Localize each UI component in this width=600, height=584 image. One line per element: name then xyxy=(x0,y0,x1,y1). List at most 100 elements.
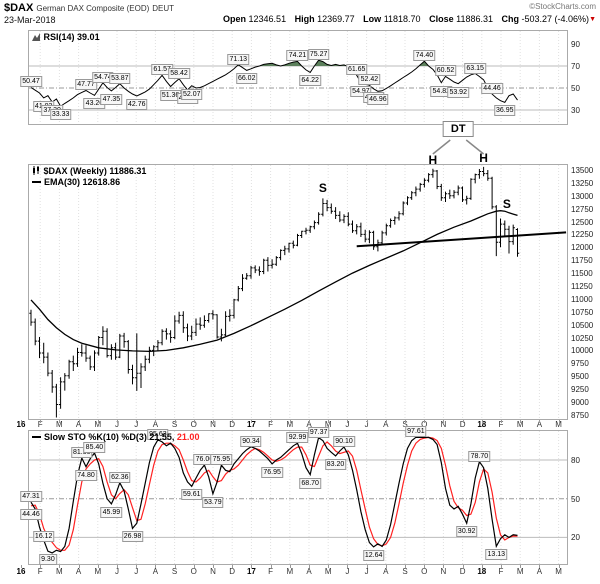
value-label: 53.87 xyxy=(109,72,131,84)
area-chart-icon xyxy=(32,32,41,42)
value-label: 33.33 xyxy=(49,109,72,121)
x-axis-tick xyxy=(328,565,330,568)
y-axis-label: 12750 xyxy=(571,204,594,214)
sto-k-value: 21.55, xyxy=(149,432,175,442)
y-axis-label: 90 xyxy=(571,40,580,49)
x-axis-tick xyxy=(251,420,253,423)
value-label: 64.22 xyxy=(299,75,321,87)
callout-legs xyxy=(432,139,485,155)
x-axis-label: M xyxy=(555,567,562,576)
y-axis-label: 50 xyxy=(571,84,580,93)
x-axis-label: N xyxy=(440,567,447,576)
y-axis-label: 8750 xyxy=(571,410,589,420)
x-axis-tick xyxy=(443,565,445,568)
x-axis-label: 17 xyxy=(246,420,256,429)
x-axis-label: D xyxy=(459,567,466,576)
x-axis-tick xyxy=(385,565,387,568)
value-label: 97.61 xyxy=(405,426,427,438)
y-axis-label: 11250 xyxy=(571,281,593,291)
high-value: 12369.77 xyxy=(317,14,355,24)
sto-plot xyxy=(29,431,567,564)
chart-date: 23-Mar-2018 xyxy=(4,15,56,25)
x-axis-label: S xyxy=(171,567,178,576)
value-label: 92.99 xyxy=(286,432,309,444)
y-axis-label: 13250 xyxy=(571,178,594,188)
x-axis-tick xyxy=(405,565,406,568)
x-axis-tick xyxy=(405,420,406,423)
x-axis-tick xyxy=(136,565,138,568)
x-axis-label: D xyxy=(229,420,236,429)
x-axis-tick xyxy=(309,420,310,423)
symbol-name: German DAX Composite (EOD) xyxy=(36,4,150,13)
x-axis-label: M xyxy=(516,567,524,576)
y-axis-label: 10250 xyxy=(571,333,594,343)
price-legend-value: 11886.31 xyxy=(109,166,147,176)
value-label: 60.52 xyxy=(434,65,457,77)
x-axis-label: J xyxy=(115,567,119,576)
value-label: 66.02 xyxy=(235,73,258,85)
low-label: Low xyxy=(363,14,382,24)
value-label: 74.21 xyxy=(286,50,309,62)
x-axis-tick xyxy=(193,420,195,423)
value-label: 45.99 xyxy=(100,506,123,518)
x-axis-label: 16 xyxy=(16,567,26,576)
x-axis-label: N xyxy=(210,420,216,429)
chg-label: Chg xyxy=(501,14,520,24)
y-axis-label: 11750 xyxy=(571,256,593,266)
x-axis-tick xyxy=(270,565,272,568)
x-axis-tick xyxy=(539,565,541,568)
x-axis-tick xyxy=(385,420,387,423)
x-axis-label: 18 xyxy=(477,420,487,429)
shoulder-label: S xyxy=(318,180,327,195)
y-axis-label: 9500 xyxy=(571,372,589,382)
open-label: Open xyxy=(223,14,247,24)
price-legend: $DAX (Weekly) 11886.31 EMA(30) 12618.86 xyxy=(32,166,146,188)
x-axis-tick xyxy=(78,565,80,568)
x-axis-tick xyxy=(366,565,368,568)
x-axis-label: A xyxy=(152,420,159,429)
value-label: 16.12 xyxy=(32,531,55,543)
copyright: ©StockCharts.com xyxy=(529,2,596,11)
value-label: 26.98 xyxy=(121,531,144,543)
x-axis-label: J xyxy=(134,567,139,576)
x-axis-tick xyxy=(289,565,291,568)
y-axis-label: 11000 xyxy=(571,294,593,304)
y-axis-label: 20 xyxy=(571,533,580,543)
x-axis-tick xyxy=(155,420,157,423)
value-label: 53.92 xyxy=(447,86,469,98)
value-label: 74.80 xyxy=(75,469,97,481)
y-axis-label: 13500 xyxy=(571,166,594,175)
value-label: 95.63 xyxy=(147,428,169,440)
value-label: 71.13 xyxy=(227,53,250,65)
x-axis-tick xyxy=(97,565,99,568)
y-axis-label: 9750 xyxy=(571,359,589,369)
x-axis-tick xyxy=(78,420,80,423)
value-label: 12.64 xyxy=(362,549,385,561)
x-axis-tick xyxy=(40,420,42,423)
x-axis-label: J xyxy=(364,420,369,429)
x-axis-tick xyxy=(155,565,157,568)
y-axis-label: 10750 xyxy=(571,307,594,317)
x-axis-tick xyxy=(443,420,445,423)
y-axis-label: 13000 xyxy=(571,191,594,201)
quote-line: Open 12346.51 High 12369.77 Low 11818.70… xyxy=(217,14,596,24)
x-axis-tick xyxy=(21,565,22,568)
x-axis-label: M xyxy=(94,420,102,429)
value-label: 90.10 xyxy=(333,435,355,447)
sto-legend-name: Slow STO %K(10) %D(3) xyxy=(44,432,147,442)
x-axis-label: F xyxy=(498,567,504,576)
x-axis-tick xyxy=(232,565,234,568)
y-axis-label: 10000 xyxy=(571,346,594,356)
x-axis-tick xyxy=(97,420,99,423)
x-axis-tick xyxy=(424,565,426,568)
chg-value: -503.27 (-4.06%) xyxy=(521,14,590,24)
x-axis-label: M xyxy=(555,420,562,429)
rsi-legend-name: RSI(14) xyxy=(43,32,75,42)
x-axis-label: 17 xyxy=(246,567,256,576)
x-axis-tick xyxy=(558,565,560,568)
x-axis-tick xyxy=(213,420,214,423)
candles-icon xyxy=(32,166,41,176)
low-value: 11818.70 xyxy=(383,14,421,24)
x-axis-tick xyxy=(347,565,349,568)
x-axis-label: A xyxy=(383,420,389,429)
